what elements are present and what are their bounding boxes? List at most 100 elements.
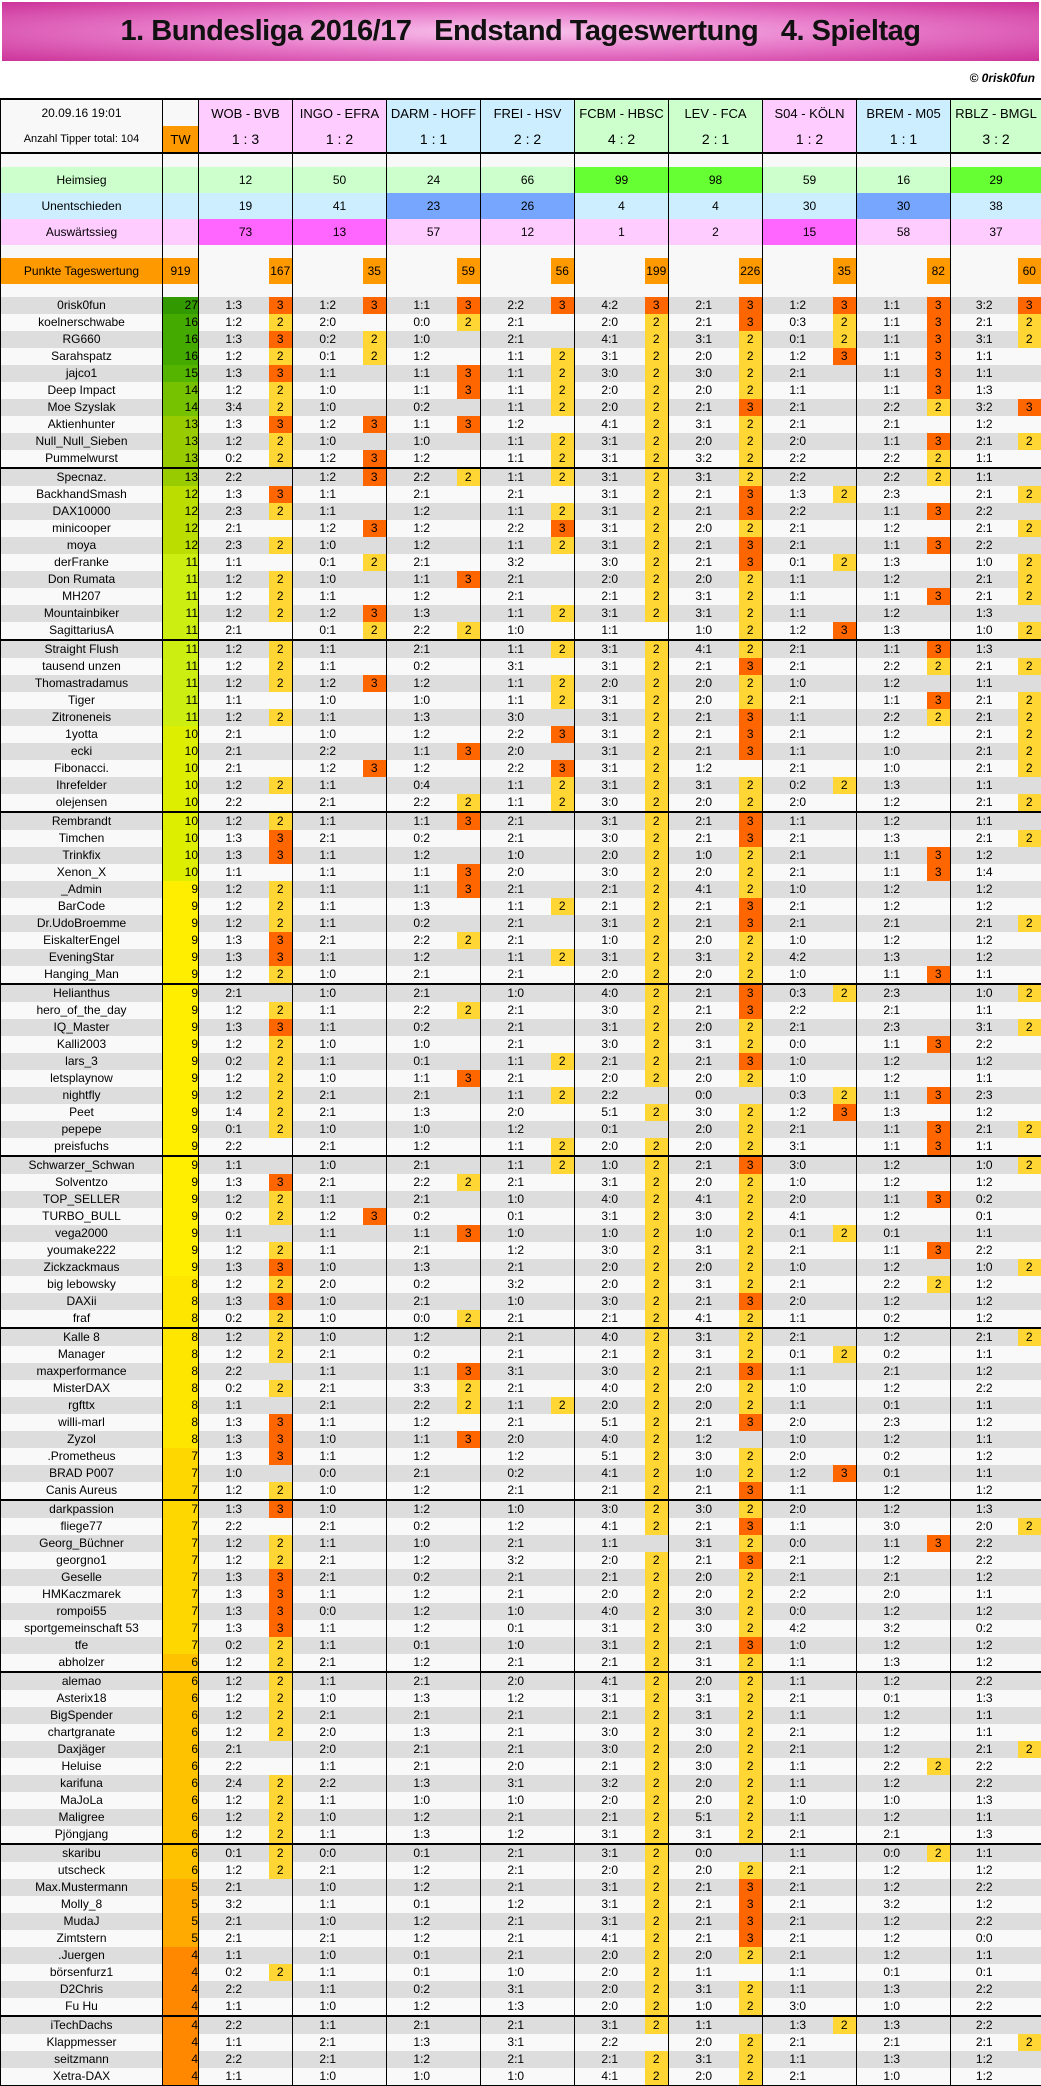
tip-points: 2: [645, 1654, 669, 1672]
tip: 1:2: [293, 760, 363, 777]
tip-points: [927, 1346, 951, 1363]
tip-points: 2: [645, 433, 669, 450]
tw-points: 9: [163, 984, 199, 1002]
tip-points: 2: [269, 1552, 293, 1569]
tip: 1:1: [293, 1826, 363, 1844]
tipper-name: Maligree: [1, 1809, 163, 1826]
tip: 2:0: [575, 1259, 645, 1276]
tip-points: 2: [551, 365, 575, 382]
tip: 2:1: [481, 2016, 551, 2034]
tip: 1:1: [199, 1397, 269, 1414]
tip: 1:2: [481, 1690, 551, 1707]
tip: 2:0: [669, 1259, 739, 1276]
tip: 1:3: [387, 1826, 457, 1844]
stat-count: 2: [669, 219, 763, 245]
tip-points: [363, 1328, 387, 1346]
tip-points: 3: [739, 314, 763, 331]
match-result: 1 : 2: [763, 126, 857, 153]
tip-points: 3: [363, 605, 387, 622]
tip: 2:0: [575, 1964, 645, 1981]
tip: 1:0: [293, 726, 363, 743]
tip-points: [363, 1569, 387, 1586]
tw-points: 7: [163, 1448, 199, 1465]
tip-points: [551, 847, 575, 864]
tip: 3:0: [763, 1998, 833, 2016]
tip: 2:1: [387, 1758, 457, 1775]
tipper-name: Moe Szyslak: [1, 399, 163, 416]
tip: 2:0: [669, 1862, 739, 1879]
tip-points: [739, 1087, 763, 1104]
tip-points: [927, 1208, 951, 1225]
tip-points: [927, 2016, 951, 2034]
tip: 1:3: [199, 486, 269, 503]
tip: 1:2: [199, 915, 269, 932]
tip: 2:1: [857, 915, 927, 932]
tip: 3:1: [669, 777, 739, 794]
tip: 1:3: [199, 949, 269, 966]
tip-points: [457, 348, 481, 365]
tip-points: 2: [739, 1724, 763, 1741]
tip: 1:1: [951, 1947, 1018, 1964]
tip-points: 2: [269, 450, 293, 468]
tip: 2:0: [669, 1380, 739, 1397]
tw-points: 12: [163, 486, 199, 503]
tip-points: [457, 1792, 481, 1809]
tip-points: [363, 1518, 387, 1535]
tip-points: 2: [927, 468, 951, 486]
tip-points: 2: [739, 1174, 763, 1191]
tip: 1:0: [293, 571, 363, 588]
tip: 2:1: [481, 1535, 551, 1552]
tip-points: 2: [269, 1002, 293, 1019]
tip: 1:2: [387, 760, 457, 777]
tip: 3:3: [387, 1380, 457, 1397]
tip: 2:2: [199, 1138, 269, 1156]
tip-points: 2: [739, 1741, 763, 1758]
tip: 2:1: [481, 1707, 551, 1724]
tip-points: [551, 658, 575, 675]
tw-points: 6: [163, 1758, 199, 1775]
tip: 4:2: [763, 1620, 833, 1637]
tip-points: [1018, 605, 1041, 622]
tip: 2:2: [481, 726, 551, 743]
tw-points: 16: [163, 314, 199, 331]
tw-points: 7: [163, 1552, 199, 1569]
tip-points: 2: [457, 932, 481, 949]
tip-points: [457, 1482, 481, 1500]
tip: 1:1: [481, 1397, 551, 1414]
tip-points: 2: [739, 520, 763, 537]
tw-points: 11: [163, 571, 199, 588]
tip-points: 2: [551, 537, 575, 554]
tip: 1:1: [199, 1156, 269, 1174]
tip: 2:1: [481, 1809, 551, 1826]
tip: 0:1: [951, 1964, 1018, 1981]
tip: 0:1: [387, 1896, 457, 1913]
tip-points: 3: [927, 314, 951, 331]
tip: 2:4: [199, 1775, 269, 1792]
tip: 1:1: [857, 1138, 927, 1156]
tip-points: [551, 1844, 575, 1862]
tw-points: 8: [163, 1276, 199, 1293]
tip: 1:0: [481, 622, 551, 640]
tw-points: 5: [163, 1879, 199, 1896]
tip: 1:0: [481, 1191, 551, 1208]
tip-points: [833, 640, 857, 658]
tip-points: 2: [739, 1672, 763, 1690]
tip: 1:0: [763, 881, 833, 898]
tip-points: 2: [645, 1603, 669, 1620]
tip-points: [269, 743, 293, 760]
tw-points: 8: [163, 1363, 199, 1380]
tip-points: [833, 588, 857, 605]
tip: 1:2: [387, 1930, 457, 1947]
tip: 3:1: [575, 450, 645, 468]
tip-points: [1018, 1482, 1041, 1500]
tip: 0:0: [763, 1535, 833, 1552]
tip-points: 3: [457, 1363, 481, 1380]
